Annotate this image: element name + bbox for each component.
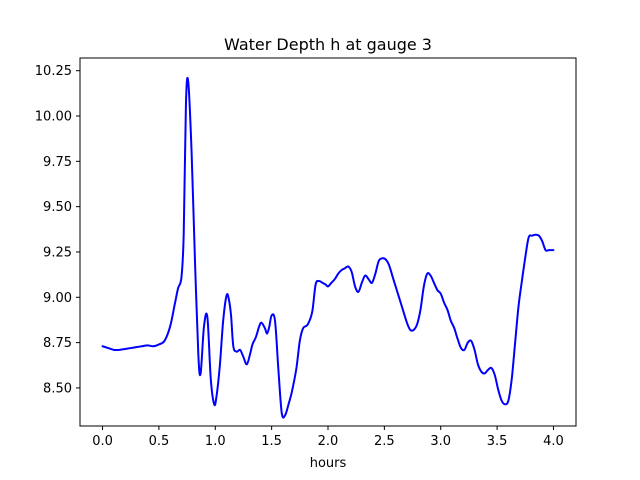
x-tick-label: 2.0 bbox=[318, 434, 339, 449]
x-tick-label: 4.0 bbox=[543, 434, 564, 449]
x-axis-ticks: 0.0 0.5 1.0 1.5 2.0 2.5 3.0 3.5 4.0 bbox=[92, 426, 564, 449]
x-tick-label: 1.5 bbox=[261, 434, 282, 449]
y-tick-label: 9.75 bbox=[43, 155, 72, 170]
x-axis-label: hours bbox=[310, 456, 347, 471]
x-tick-label: 3.0 bbox=[430, 434, 451, 449]
y-axis-ticks: 8.50 8.75 9.00 9.25 9.50 9.75 10.00 10.25 bbox=[35, 64, 80, 396]
y-tick-label: 10.25 bbox=[35, 64, 72, 79]
chart-title: Water Depth h at gauge 3 bbox=[224, 35, 432, 54]
y-tick-label: 10.00 bbox=[35, 110, 72, 125]
y-tick-label: 9.50 bbox=[43, 200, 72, 215]
x-tick-label: 0.0 bbox=[92, 434, 113, 449]
x-tick-label: 2.5 bbox=[374, 434, 395, 449]
x-tick-label: 1.0 bbox=[205, 434, 226, 449]
water-depth-series-line bbox=[101, 76, 555, 419]
y-tick-label: 8.75 bbox=[43, 336, 72, 351]
y-tick-label: 9.25 bbox=[43, 245, 72, 260]
y-tick-label: 9.00 bbox=[43, 291, 72, 306]
x-tick-label: 0.5 bbox=[149, 434, 170, 449]
plot-area-frame bbox=[79, 57, 577, 427]
x-tick-label: 3.5 bbox=[487, 434, 508, 449]
y-tick-label: 8.50 bbox=[43, 381, 72, 396]
